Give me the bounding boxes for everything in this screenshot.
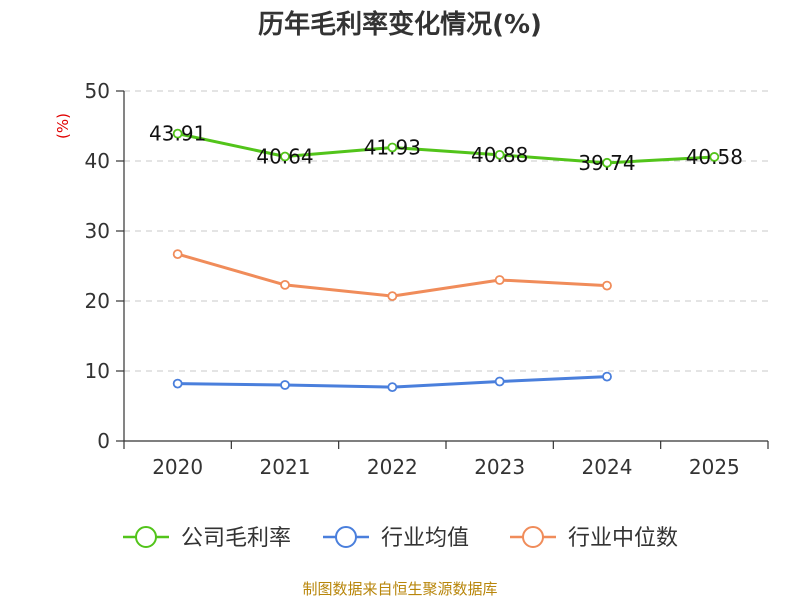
data-label: 40.64 [256,145,313,169]
y-axis-unit: (%) [54,113,72,139]
axes: 0 10 20 30 40 50 2020 2021 2022 2023 2024 2025 [85,79,769,479]
y-tick-label: 0 [97,429,110,453]
series-lines [172,128,720,393]
series-line-3 [176,252,609,298]
legend-label: 行业中位数 [568,526,678,551]
data-point [387,142,398,153]
data-label: 41.93 [364,135,421,159]
legend-marker [335,526,357,548]
source-note: 制图数据来自恒生聚源数据库 [302,580,497,598]
data-point [280,151,290,162]
x-tick-label: 2025 [689,455,740,479]
y-tick-label: 20 [85,289,110,313]
data-labels: 43.91 40.64 41.93 40.88 39.74 40.58 [149,122,743,175]
y-tick-label: 50 [85,79,110,103]
y-tick-label: 40 [85,149,110,173]
grid-lines [124,90,768,372]
y-tick-label: 30 [85,219,110,243]
chart-title: 历年毛利率变化情况(%) [258,9,542,40]
data-point [172,128,183,139]
x-tick-label: 2022 [367,455,418,479]
legend: 公司毛利率 行业均值 行业中位数 [123,526,678,551]
data-point [602,157,612,168]
data-point [172,249,183,260]
data-label: 40.88 [471,143,528,167]
legend-label: 行业均值 [381,526,469,551]
x-tick-label: 2021 [260,455,311,479]
x-tick-label: 2024 [582,455,633,479]
data-point [172,378,183,389]
data-point [602,280,612,291]
data-point [494,149,505,160]
data-label: 40.58 [686,145,743,169]
series-line-1 [176,132,716,165]
x-tick-label: 2023 [474,455,525,479]
data-label: 39.74 [578,151,635,175]
y-tick-label: 10 [85,359,110,383]
data-point [387,382,398,393]
legend-marker [522,526,544,548]
data-point [387,291,398,302]
data-point [280,279,290,290]
data-point [709,152,720,162]
data-point [494,275,505,285]
data-point [602,371,612,382]
data-point [280,380,290,390]
data-point [494,376,505,387]
data-label: 43.91 [149,122,206,146]
x-tick-label: 2020 [152,455,203,479]
legend-marker [135,526,157,548]
legend-label: 公司毛利率 [181,526,291,551]
